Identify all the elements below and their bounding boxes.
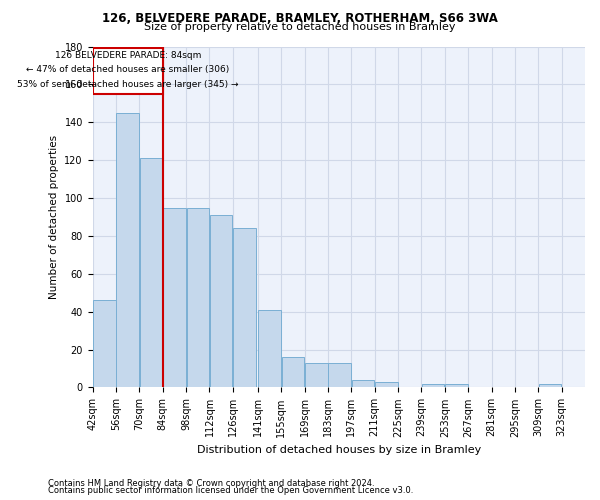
Text: Size of property relative to detached houses in Bramley: Size of property relative to detached ho… bbox=[144, 22, 456, 32]
Bar bbox=[422, 384, 445, 388]
Text: 126 BELVEDERE PARADE: 84sqm: 126 BELVEDERE PARADE: 84sqm bbox=[55, 50, 201, 59]
Bar bbox=[539, 384, 561, 388]
Bar bbox=[352, 380, 374, 388]
Bar bbox=[163, 208, 185, 388]
Bar bbox=[233, 228, 256, 388]
Bar bbox=[140, 158, 163, 388]
Bar bbox=[92, 48, 163, 94]
Text: 53% of semi-detached houses are larger (345) →: 53% of semi-detached houses are larger (… bbox=[17, 80, 238, 89]
Bar bbox=[375, 382, 398, 388]
Bar bbox=[210, 215, 232, 388]
Bar bbox=[445, 384, 468, 388]
Text: ← 47% of detached houses are smaller (306): ← 47% of detached houses are smaller (30… bbox=[26, 65, 229, 74]
Bar bbox=[116, 113, 139, 388]
Bar bbox=[305, 363, 328, 388]
Bar bbox=[281, 357, 304, 388]
Bar bbox=[187, 208, 209, 388]
Text: Contains public sector information licensed under the Open Government Licence v3: Contains public sector information licen… bbox=[48, 486, 413, 495]
Text: Contains HM Land Registry data © Crown copyright and database right 2024.: Contains HM Land Registry data © Crown c… bbox=[48, 478, 374, 488]
Text: 126, BELVEDERE PARADE, BRAMLEY, ROTHERHAM, S66 3WA: 126, BELVEDERE PARADE, BRAMLEY, ROTHERHA… bbox=[102, 12, 498, 26]
Bar bbox=[93, 300, 116, 388]
Bar bbox=[328, 363, 351, 388]
Bar bbox=[258, 310, 281, 388]
X-axis label: Distribution of detached houses by size in Bramley: Distribution of detached houses by size … bbox=[197, 445, 481, 455]
Y-axis label: Number of detached properties: Number of detached properties bbox=[49, 135, 59, 299]
